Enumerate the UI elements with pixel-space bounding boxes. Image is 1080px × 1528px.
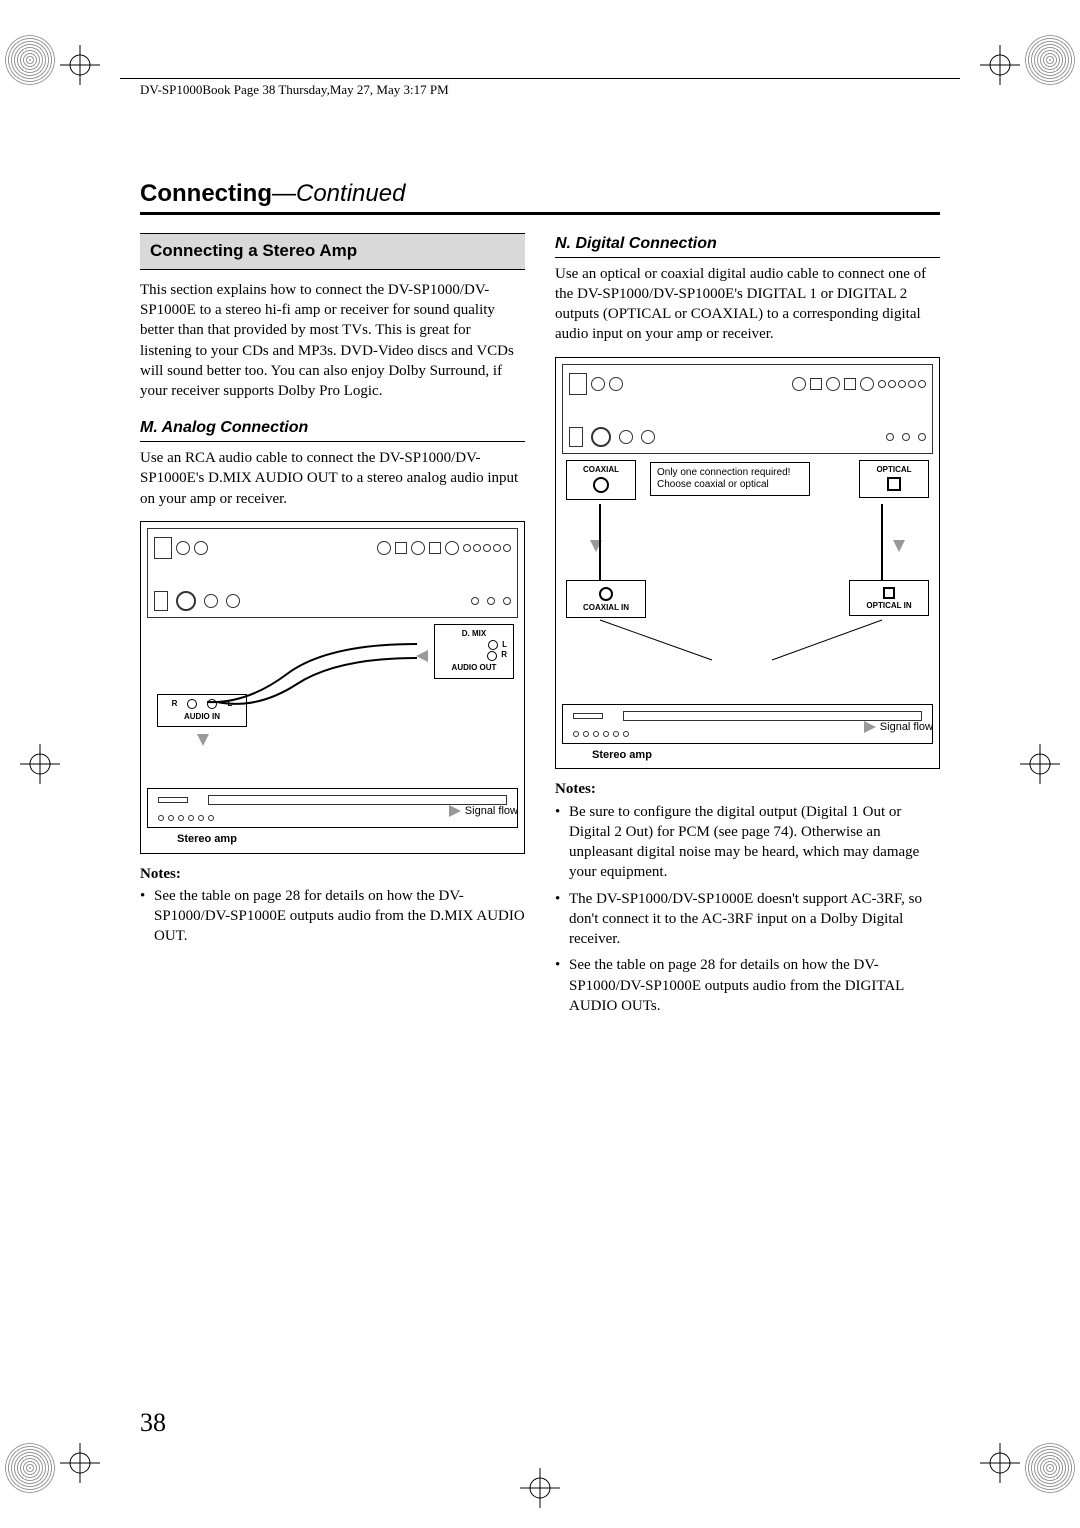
- header-rule: [120, 78, 960, 79]
- crop-mark-icon: [520, 1468, 560, 1508]
- page-title-continued: —Continued: [272, 180, 405, 207]
- crop-mark-icon: [1020, 744, 1060, 784]
- header-file-info: DV-SP1000Book Page 38 Thursday,May 27, M…: [140, 82, 449, 98]
- page-title-main: Connecting: [140, 180, 272, 207]
- analog-paragraph: Use an RCA audio cable to connect the DV…: [140, 448, 525, 509]
- note-item: See the table on page 28 for details on …: [555, 955, 940, 1016]
- stereo-amp-label: Stereo amp: [177, 832, 518, 847]
- right-column: N. Digital Connection Use an optical or …: [555, 233, 940, 1022]
- signal-flow-label: Signal flow: [465, 804, 518, 819]
- print-rosette: [5, 35, 55, 85]
- analog-diagram: D. MIX L R AUDIO OUT: [140, 521, 525, 854]
- digital-paragraph: Use an optical or coaxial digital audio …: [555, 264, 940, 345]
- subheading-analog: M. Analog Connection: [140, 417, 525, 442]
- notes-list-left: See the table on page 28 for details on …: [140, 886, 525, 947]
- note-item: Be sure to configure the digital output …: [555, 802, 940, 883]
- page-number: 38: [140, 1408, 166, 1438]
- stereo-amp-label: Stereo amp: [592, 748, 933, 763]
- digital-diagram: COAXIAL Only one connection required! Ch…: [555, 357, 940, 770]
- dvd-rear-panel-icon: [562, 364, 933, 454]
- arrow-right-icon: [449, 805, 461, 817]
- notes-list-right: Be sure to configure the digital output …: [555, 802, 940, 1017]
- page-content: Connecting—Continued Connecting a Stereo…: [140, 180, 940, 1022]
- crop-mark-icon: [20, 744, 60, 784]
- intro-paragraph: This section explains how to connect the…: [140, 280, 525, 402]
- crop-mark-icon: [60, 45, 100, 85]
- print-rosette: [1025, 35, 1075, 85]
- note-item: The DV-SP1000/DV-SP1000E doesn't support…: [555, 889, 940, 950]
- note-item: See the table on page 28 for details on …: [140, 886, 525, 947]
- arrow-down-icon: [197, 734, 209, 746]
- print-rosette: [5, 1443, 55, 1493]
- coaxial-in-label: COAXIAL IN: [573, 603, 639, 614]
- crop-mark-icon: [980, 1443, 1020, 1483]
- signal-flow-label: Signal flow: [880, 720, 933, 735]
- print-rosette: [1025, 1443, 1075, 1493]
- page-title: Connecting—Continued: [140, 180, 940, 215]
- notes-label: Notes:: [555, 779, 940, 799]
- cable-icon: [147, 624, 518, 784]
- section-banner-stereo-amp: Connecting a Stereo Amp: [140, 233, 525, 270]
- optical-in-label: OPTICAL IN: [856, 601, 922, 612]
- arrow-right-icon: [864, 721, 876, 733]
- dvd-rear-panel-icon: [147, 528, 518, 618]
- crop-mark-icon: [980, 45, 1020, 85]
- left-column: Connecting a Stereo Amp This section exp…: [140, 233, 525, 1022]
- crop-mark-icon: [60, 1443, 100, 1483]
- subheading-digital: N. Digital Connection: [555, 233, 940, 258]
- notes-label: Notes:: [140, 864, 525, 884]
